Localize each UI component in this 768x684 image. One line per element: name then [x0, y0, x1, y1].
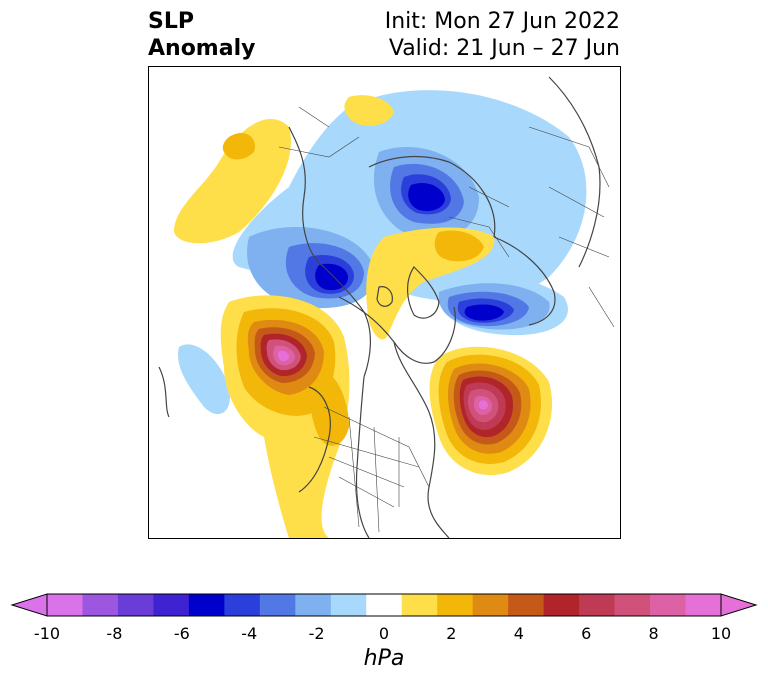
- colorbar-band: [650, 594, 687, 616]
- colorbar-tick-label: 8: [648, 624, 659, 643]
- colorbar-unit: hPa: [363, 646, 405, 671]
- map-canvas: [158, 76, 615, 538]
- colorbar-tick-label: 4: [513, 624, 524, 643]
- colorbar-tick-label: -2: [308, 624, 325, 643]
- negative-anomaly-region-pacific-west: [178, 344, 230, 415]
- colorbar: [10, 590, 758, 624]
- colorbar-tick-label: -10: [33, 624, 61, 643]
- colorbar-outline: [46, 593, 722, 617]
- colorbar-tick-label: 10: [710, 624, 732, 643]
- borders: [278, 106, 615, 533]
- colorbar-extend-min: [10, 593, 48, 617]
- colorbar-band: [401, 594, 438, 616]
- title-type: Anomaly: [148, 36, 256, 61]
- coastlines: [158, 76, 601, 538]
- colorbar-band: [330, 594, 367, 616]
- colorbar-band: [579, 594, 616, 616]
- colorbar-band: [472, 594, 509, 616]
- anomaly-fills: [174, 90, 587, 538]
- colorbar-tick-label: -4: [241, 624, 258, 643]
- title-variable: SLP: [148, 9, 194, 34]
- colorbar-band: [508, 594, 545, 616]
- colorbar-band: [259, 594, 296, 616]
- colorbar-bands: [10, 593, 758, 617]
- colorbar-band: [188, 594, 225, 616]
- colorbar-tick-label: -8: [106, 624, 123, 643]
- init-date: Init: Mon 27 Jun 2022: [384, 9, 620, 34]
- colorbar-tick-label: 0: [378, 624, 390, 643]
- colorbar-band: [614, 594, 651, 616]
- colorbar-band: [685, 594, 722, 616]
- map-title: SLP Anomaly: [148, 8, 255, 62]
- colorbar-band: [543, 594, 580, 616]
- colorbar-band: [117, 594, 154, 616]
- colorbar-band: [47, 594, 83, 616]
- colorbar-band: [295, 594, 332, 616]
- positive-anomaly-region-pacific-nw: [174, 119, 291, 244]
- colorbar-band: [224, 594, 261, 616]
- colorbar-band: [82, 594, 119, 616]
- colorbar-extend-max: [720, 593, 758, 617]
- colorbar-tick-label: 6: [581, 624, 592, 643]
- colorbar-tick-label: -6: [173, 624, 190, 643]
- colorbar-band: [153, 594, 190, 616]
- colorbar-band: [437, 594, 474, 616]
- map-subtitle: Init: Mon 27 Jun 2022 Valid: 21 Jun – 27…: [385, 8, 620, 62]
- colorbar-band: [366, 594, 403, 616]
- anomaly-map: [148, 66, 621, 539]
- colorbar-tick-label: 2: [446, 624, 457, 643]
- valid-range: Valid: 21 Jun – 27 Jun: [388, 36, 620, 61]
